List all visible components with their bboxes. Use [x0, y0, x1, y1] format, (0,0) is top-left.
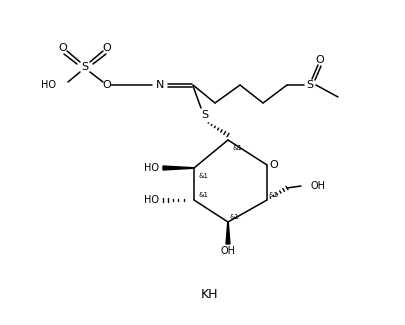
Text: &1: &1	[198, 192, 209, 198]
Polygon shape	[162, 166, 194, 170]
Text: &1: &1	[198, 173, 209, 179]
Polygon shape	[226, 222, 230, 244]
Text: HO: HO	[41, 80, 56, 90]
Text: OH: OH	[310, 181, 325, 191]
Text: &1: &1	[230, 214, 239, 220]
Text: &1: &1	[269, 192, 278, 198]
Text: S: S	[81, 62, 88, 72]
Text: O: O	[315, 55, 324, 65]
Text: O: O	[102, 43, 111, 53]
Text: S: S	[201, 110, 208, 120]
Text: OH: OH	[220, 246, 235, 256]
Text: KH: KH	[201, 289, 218, 302]
Text: S: S	[306, 80, 313, 90]
Text: O: O	[58, 43, 67, 53]
Text: HO: HO	[144, 163, 159, 173]
Text: HO: HO	[144, 195, 159, 205]
Text: N: N	[156, 80, 164, 90]
Text: O: O	[102, 80, 111, 90]
Text: &1: &1	[232, 145, 243, 151]
Text: O: O	[269, 160, 278, 170]
